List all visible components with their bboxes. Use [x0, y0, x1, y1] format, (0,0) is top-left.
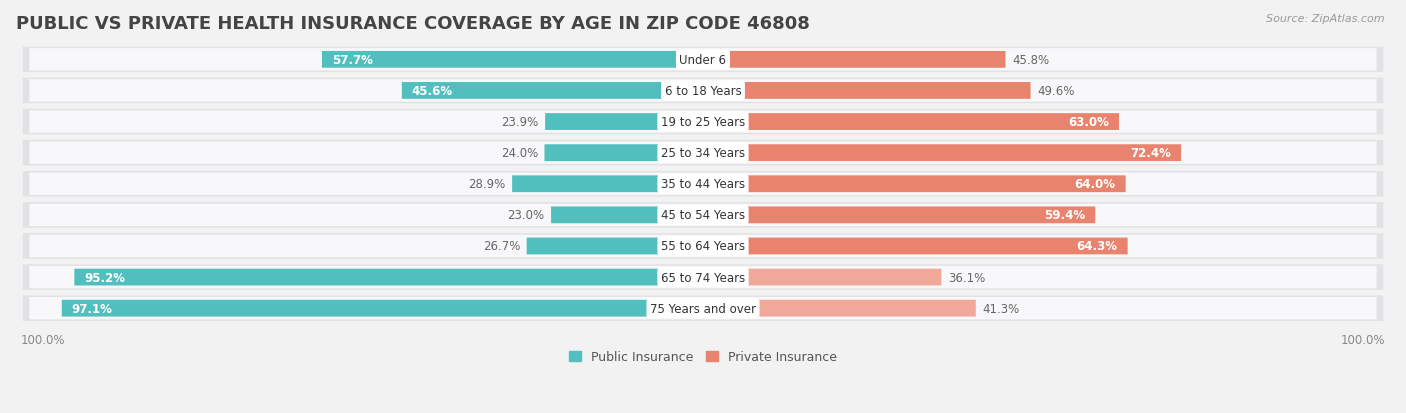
FancyBboxPatch shape	[703, 269, 942, 286]
FancyBboxPatch shape	[402, 83, 703, 100]
FancyBboxPatch shape	[22, 47, 1384, 73]
FancyBboxPatch shape	[30, 142, 1376, 164]
FancyBboxPatch shape	[703, 83, 1031, 100]
FancyBboxPatch shape	[22, 171, 1384, 197]
Text: 45.8%: 45.8%	[1012, 54, 1049, 66]
Text: 49.6%: 49.6%	[1038, 85, 1074, 98]
Text: 19 to 25 Years: 19 to 25 Years	[661, 116, 745, 129]
FancyBboxPatch shape	[544, 145, 703, 161]
Text: 23.0%: 23.0%	[508, 209, 544, 222]
FancyBboxPatch shape	[30, 111, 1376, 133]
FancyBboxPatch shape	[22, 78, 1384, 104]
Text: 65 to 74 Years: 65 to 74 Years	[661, 271, 745, 284]
Text: 57.7%: 57.7%	[332, 54, 373, 66]
FancyBboxPatch shape	[30, 173, 1376, 195]
FancyBboxPatch shape	[551, 207, 703, 224]
FancyBboxPatch shape	[527, 238, 703, 255]
Text: 36.1%: 36.1%	[948, 271, 986, 284]
Text: 55 to 64 Years: 55 to 64 Years	[661, 240, 745, 253]
Text: 59.4%: 59.4%	[1045, 209, 1085, 222]
Text: 35 to 44 Years: 35 to 44 Years	[661, 178, 745, 191]
FancyBboxPatch shape	[30, 80, 1376, 102]
Text: 26.7%: 26.7%	[482, 240, 520, 253]
Text: 28.9%: 28.9%	[468, 178, 506, 191]
Text: Under 6: Under 6	[679, 54, 727, 66]
FancyBboxPatch shape	[30, 266, 1376, 289]
Text: PUBLIC VS PRIVATE HEALTH INSURANCE COVERAGE BY AGE IN ZIP CODE 46808: PUBLIC VS PRIVATE HEALTH INSURANCE COVER…	[17, 15, 810, 33]
FancyBboxPatch shape	[22, 140, 1384, 166]
FancyBboxPatch shape	[30, 204, 1376, 226]
FancyBboxPatch shape	[703, 52, 1005, 69]
Text: 63.0%: 63.0%	[1069, 116, 1109, 129]
FancyBboxPatch shape	[546, 114, 703, 131]
FancyBboxPatch shape	[512, 176, 703, 193]
FancyBboxPatch shape	[322, 52, 703, 69]
Text: 75 Years and over: 75 Years and over	[650, 302, 756, 315]
FancyBboxPatch shape	[30, 49, 1376, 71]
Text: 24.0%: 24.0%	[501, 147, 538, 160]
FancyBboxPatch shape	[703, 176, 1126, 193]
FancyBboxPatch shape	[22, 265, 1384, 290]
FancyBboxPatch shape	[703, 145, 1181, 161]
Text: 41.3%: 41.3%	[983, 302, 1019, 315]
FancyBboxPatch shape	[22, 109, 1384, 135]
Legend: Public Insurance, Private Insurance: Public Insurance, Private Insurance	[564, 346, 842, 368]
FancyBboxPatch shape	[22, 203, 1384, 228]
Text: 64.3%: 64.3%	[1077, 240, 1118, 253]
Text: 23.9%: 23.9%	[502, 116, 538, 129]
Text: 95.2%: 95.2%	[84, 271, 125, 284]
FancyBboxPatch shape	[703, 114, 1119, 131]
Text: 72.4%: 72.4%	[1130, 147, 1171, 160]
FancyBboxPatch shape	[703, 238, 1128, 255]
Text: 64.0%: 64.0%	[1074, 178, 1116, 191]
FancyBboxPatch shape	[75, 269, 703, 286]
FancyBboxPatch shape	[22, 234, 1384, 259]
FancyBboxPatch shape	[22, 296, 1384, 321]
Text: 45.6%: 45.6%	[412, 85, 453, 98]
FancyBboxPatch shape	[62, 300, 703, 317]
Text: 6 to 18 Years: 6 to 18 Years	[665, 85, 741, 98]
FancyBboxPatch shape	[30, 235, 1376, 258]
Text: 45 to 54 Years: 45 to 54 Years	[661, 209, 745, 222]
Text: Source: ZipAtlas.com: Source: ZipAtlas.com	[1267, 14, 1385, 24]
FancyBboxPatch shape	[703, 207, 1095, 224]
FancyBboxPatch shape	[30, 297, 1376, 320]
Text: 97.1%: 97.1%	[72, 302, 112, 315]
Text: 25 to 34 Years: 25 to 34 Years	[661, 147, 745, 160]
FancyBboxPatch shape	[703, 300, 976, 317]
